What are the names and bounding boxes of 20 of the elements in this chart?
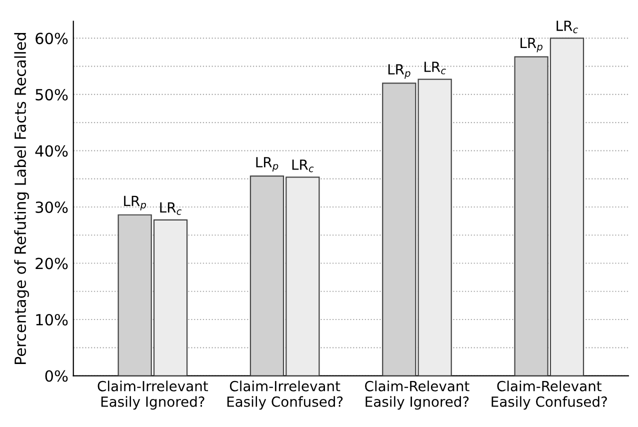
y-tick-label: 10% [36, 314, 68, 326]
x-tick-label: Claim-Relevant Easily Confused? [492, 380, 607, 410]
series-label: LR$_{p}$ [388, 64, 410, 79]
y-axis-title: Percentage of Refuting Label Facts Recalled [14, 32, 29, 364]
y-tick-label: 20% [36, 258, 68, 270]
x-tick-label: Claim-Relevant Easily Ignored? [365, 380, 470, 410]
text: LR$_{c}$ [160, 202, 182, 215]
text: LR$_{p}$ [124, 196, 146, 210]
y-tick-label: 60% [36, 32, 68, 44]
x-tick-label: Claim-Irrelevant Easily Confused? [227, 380, 343, 410]
text: LR$_{p}$ [520, 38, 542, 52]
x-tick-label: Claim-Irrelevant Easily Ignored? [98, 380, 208, 410]
y-tick-label: 0% [45, 370, 68, 382]
text: LR$_{c}$ [292, 160, 314, 172]
text: LR$_{c}$ [556, 20, 578, 34]
y-tick-label: 50% [36, 88, 68, 101]
y-tick-label: 40% [35, 145, 68, 157]
y-tick-label: 30% [36, 201, 68, 214]
text: LR$_{p}$ [256, 157, 278, 172]
series-label: LR$_{c}$ [424, 62, 446, 74]
